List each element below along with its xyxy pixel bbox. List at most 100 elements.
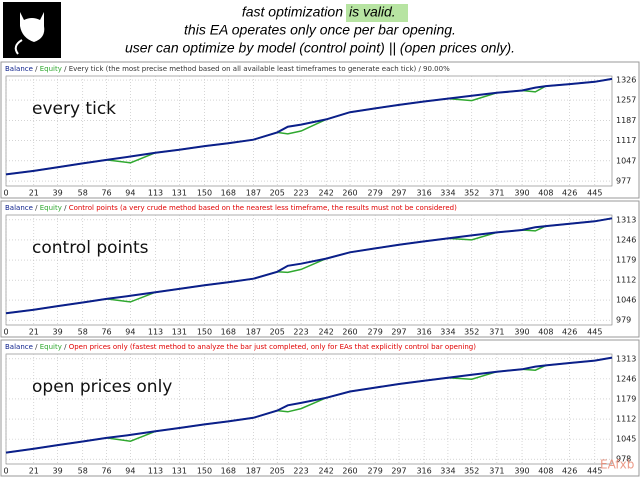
y-tick-label: 1246 — [616, 374, 636, 383]
x-tick-label: 21 — [29, 328, 39, 337]
x-tick-label: 334 — [440, 328, 455, 337]
logo-cat — [20, 12, 45, 42]
x-tick-label: 390 — [514, 328, 529, 337]
x-tick-label: 426 — [562, 189, 577, 198]
x-tick-label: 131 — [172, 189, 187, 198]
x-tick-label: 426 — [562, 467, 577, 476]
y-tick-label: 977 — [616, 177, 631, 186]
header-highlight: is valid. — [349, 4, 396, 20]
x-tick-label: 58 — [78, 328, 88, 337]
x-tick-label: 242 — [319, 189, 334, 198]
legend-description: Control points (a very crude method base… — [69, 204, 457, 212]
x-tick-label: 58 — [78, 189, 88, 198]
x-tick-label: 352 — [464, 328, 479, 337]
x-tick-label: 113 — [148, 328, 163, 337]
x-tick-label: 279 — [368, 328, 383, 337]
x-tick-label: 150 — [197, 189, 212, 198]
x-tick-label: 39 — [53, 328, 63, 337]
chart-panel — [0, 200, 640, 338]
legend-separator: / — [62, 65, 69, 73]
legend-entry: Balance — [5, 343, 33, 351]
x-tick-label: 150 — [197, 467, 212, 476]
x-tick-label: 316 — [416, 467, 431, 476]
y-tick-label: 1112 — [616, 415, 636, 424]
x-tick-label: 408 — [538, 467, 553, 476]
x-tick-label: 187 — [246, 189, 261, 198]
equity-line — [5, 356, 613, 454]
chart-annotation: open prices only — [32, 377, 172, 397]
x-tick-label: 21 — [29, 189, 39, 198]
x-tick-label: 223 — [293, 467, 308, 476]
balance-line — [5, 77, 613, 176]
y-tick-label: 978 — [616, 455, 631, 464]
x-tick-label: 131 — [172, 328, 187, 337]
y-tick-label: 1313 — [616, 215, 636, 224]
legend: Balance / Equity / Open prices only (fas… — [5, 343, 476, 351]
x-tick-label: 334 — [440, 189, 455, 198]
legend: Balance / Equity / Every tick (the most … — [5, 65, 450, 73]
x-tick-label: 260 — [342, 467, 357, 476]
legend: Balance / Equity / Control points (a ver… — [5, 204, 457, 212]
legend-separator: / — [33, 65, 40, 73]
x-tick-label: 0 — [3, 467, 8, 476]
x-tick-label: 168 — [221, 189, 236, 198]
equity-line — [5, 217, 613, 315]
x-tick-label: 21 — [29, 467, 39, 476]
x-tick-label: 390 — [514, 467, 529, 476]
legend-entry: Equity — [40, 343, 62, 351]
equity-line — [5, 78, 613, 176]
logo-tail — [14, 39, 23, 55]
chart-annotation: control points — [32, 238, 149, 258]
x-tick-label: 76 — [101, 189, 111, 198]
x-tick-label: 205 — [270, 328, 285, 337]
x-tick-label: 316 — [416, 328, 431, 337]
x-tick-label: 242 — [319, 328, 334, 337]
x-tick-label: 0 — [3, 328, 8, 337]
x-tick-label: 150 — [197, 328, 212, 337]
legend-entry: Equity — [40, 65, 62, 73]
y-tick-label: 1313 — [616, 354, 636, 363]
x-tick-label: 408 — [538, 328, 553, 337]
x-tick-label: 426 — [562, 328, 577, 337]
legend-separator: / — [33, 343, 40, 351]
balance-line — [5, 356, 613, 454]
y-tick-label: 1326 — [616, 76, 636, 85]
x-tick-label: 205 — [270, 189, 285, 198]
chart-panel — [0, 61, 640, 199]
legend-separator: / — [33, 204, 40, 212]
x-tick-label: 223 — [293, 328, 308, 337]
x-tick-label: 260 — [342, 328, 357, 337]
y-tick-label: 1046 — [616, 296, 636, 305]
x-tick-label: 297 — [391, 189, 406, 198]
legend-separator: / — [62, 204, 69, 212]
x-tick-label: 316 — [416, 189, 431, 198]
x-tick-label: 113 — [148, 467, 163, 476]
x-tick-label: 76 — [101, 467, 111, 476]
x-tick-label: 260 — [342, 189, 357, 198]
legend-entry: Balance — [5, 204, 33, 212]
y-tick-label: 1112 — [616, 276, 636, 285]
x-tick-label: 168 — [221, 467, 236, 476]
x-tick-label: 113 — [148, 189, 163, 198]
x-tick-label: 297 — [391, 328, 406, 337]
header-line: this EA operates only once per bar openi… — [184, 22, 456, 38]
legend-separator: / — [62, 343, 69, 351]
y-tick-label: 1257 — [616, 96, 636, 105]
x-tick-label: 94 — [125, 467, 135, 476]
y-tick-label: 1047 — [616, 156, 636, 165]
y-tick-label: 1179 — [616, 394, 636, 403]
x-tick-label: 205 — [270, 467, 285, 476]
x-tick-label: 371 — [489, 328, 504, 337]
x-tick-label: 58 — [78, 467, 88, 476]
x-tick-label: 352 — [464, 189, 479, 198]
x-tick-label: 297 — [391, 467, 406, 476]
y-tick-label: 1179 — [616, 256, 636, 265]
legend-entry: Equity — [40, 204, 62, 212]
x-tick-label: 445 — [587, 328, 602, 337]
legend-description: Open prices only (fastest method to anal… — [69, 343, 477, 351]
x-tick-label: 94 — [125, 189, 135, 198]
chart-panel — [0, 339, 640, 477]
header-line: user can optimize by model (control poin… — [125, 40, 515, 56]
x-tick-label: 187 — [246, 467, 261, 476]
